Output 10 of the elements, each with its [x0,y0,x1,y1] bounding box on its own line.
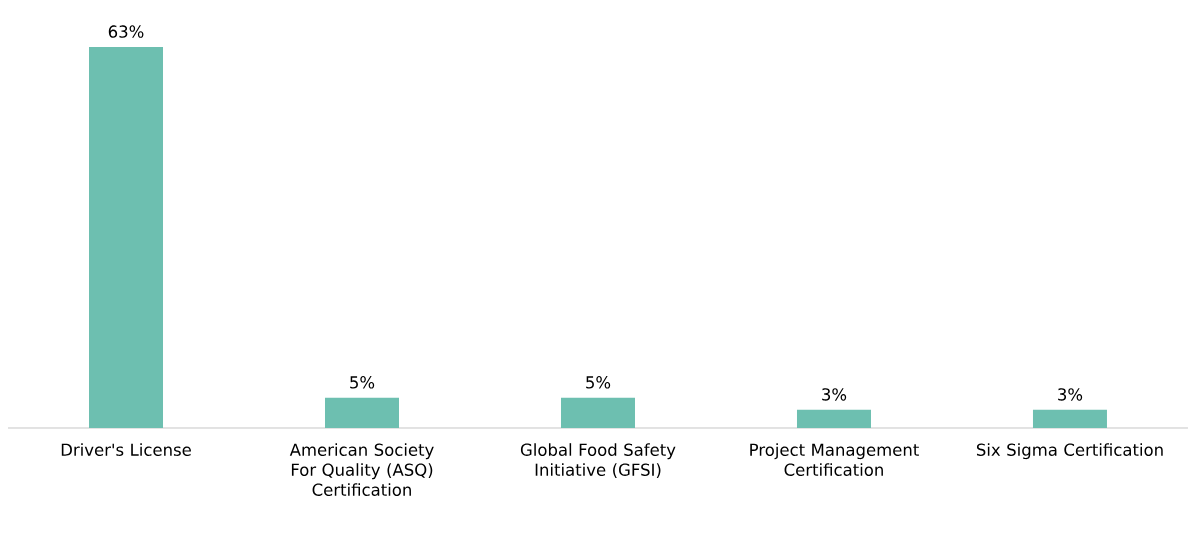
x-tick-label: Six Sigma Certification [976,443,1163,460]
x-tick-label: Driver's License [61,443,191,456]
x-tick-label: Project Management Certification [750,443,919,476]
data-label: 3% [822,388,847,401]
data-label: 63% [108,25,144,38]
x-tick-label: Global Food Safety Initiative (GFSI) [520,443,676,478]
data-label: 5% [586,376,611,389]
data-label: 3% [1058,388,1083,401]
data-label: 5% [350,376,375,389]
x-tick-label: American Society For Quality (ASQ) Certification [289,443,434,496]
